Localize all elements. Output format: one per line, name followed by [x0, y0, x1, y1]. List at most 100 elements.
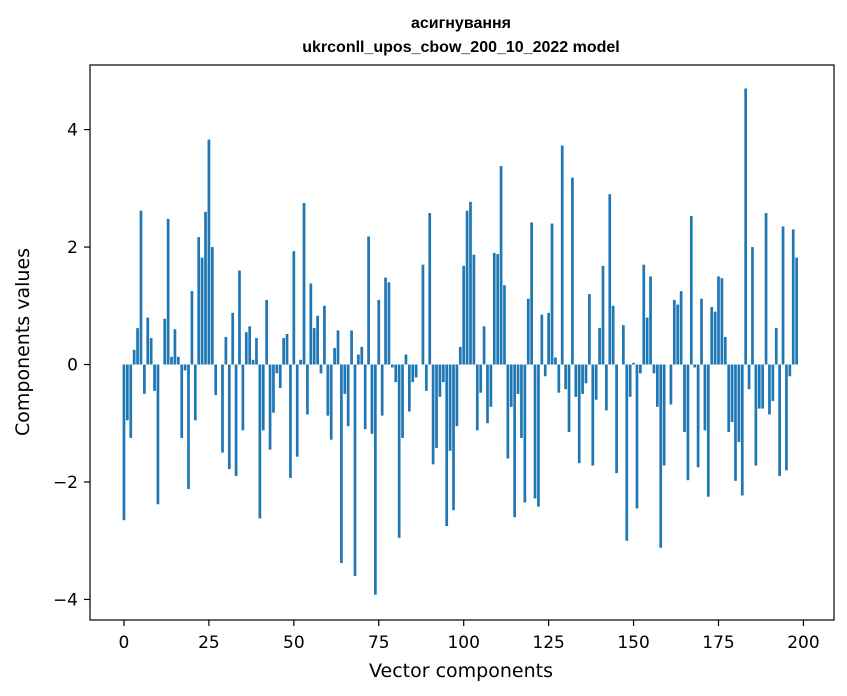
bar-33 [234, 364, 238, 477]
y-axis-label: Components values [12, 248, 34, 436]
bar-171 [703, 364, 707, 431]
bar-21 [193, 364, 197, 421]
bar-174 [713, 311, 717, 365]
bar-167 [689, 215, 693, 365]
bar-98 [455, 364, 459, 427]
bar-61 [329, 364, 333, 440]
bar-159 [662, 364, 666, 466]
bar-126 [550, 223, 554, 365]
bar-179 [730, 364, 734, 423]
bar-27 [214, 364, 218, 396]
bar-91 [431, 364, 435, 465]
bar-155 [649, 276, 652, 365]
bar-187 [757, 364, 761, 409]
bar-143 [608, 194, 612, 365]
bar-101 [465, 210, 469, 365]
bar-152 [639, 364, 642, 374]
bar-72 [367, 236, 370, 365]
bar-63 [336, 330, 340, 365]
bar-8 [149, 338, 153, 365]
bar-86 [414, 364, 418, 378]
bar-9 [153, 364, 156, 391]
bar-26 [210, 247, 214, 365]
x-tick-label: 125 [532, 633, 564, 653]
bar-170 [700, 298, 703, 365]
bar-184 [747, 364, 751, 390]
bar-50 [292, 251, 296, 365]
bar-3 [132, 349, 136, 365]
y-tick-label: 2 [67, 238, 78, 258]
bar-14 [170, 356, 173, 365]
bar-42 [265, 299, 269, 365]
bar-54 [306, 364, 309, 415]
bar-194 [781, 226, 785, 365]
bar-165 [683, 364, 686, 433]
bar-47 [282, 338, 285, 365]
bar-156 [652, 364, 656, 374]
bar-109 [492, 252, 496, 365]
x-tick-label: 150 [617, 633, 649, 653]
bar-55 [309, 283, 313, 365]
bar-110 [496, 254, 500, 365]
bar-162 [672, 299, 676, 365]
bar-188 [761, 364, 765, 409]
bar-102 [469, 201, 472, 365]
x-axis-label: Vector components [369, 660, 553, 682]
bar-76 [380, 364, 384, 416]
bar-7 [146, 317, 150, 365]
bar-116 [516, 364, 520, 394]
bar-196 [788, 364, 792, 377]
bar-85 [411, 364, 415, 383]
bar-75 [377, 299, 381, 365]
bar-20 [190, 291, 194, 365]
bar-49 [289, 364, 292, 478]
bar-124 [543, 364, 547, 377]
bar-64 [340, 364, 343, 564]
bar-78 [387, 282, 391, 365]
bar-117 [520, 364, 523, 438]
bar-90 [428, 213, 432, 365]
bar-139 [594, 364, 598, 400]
bar-191 [771, 364, 775, 401]
bar-134 [577, 364, 581, 464]
bar-190 [768, 364, 771, 415]
bar-176 [720, 278, 724, 365]
bar-120 [530, 222, 533, 365]
bar-6 [143, 364, 146, 394]
bar-138 [591, 364, 595, 466]
bar-34 [238, 270, 241, 365]
bar-157 [655, 364, 659, 407]
bar-60 [326, 364, 330, 416]
bar-149 [628, 364, 632, 397]
bar-30 [224, 336, 228, 365]
bar-4 [136, 328, 139, 365]
x-tick-label: 0 [119, 633, 130, 653]
bar-115 [513, 364, 517, 518]
bar-1 [126, 364, 129, 421]
y-tick-label: −2 [53, 473, 78, 493]
bar-105 [479, 364, 483, 393]
bar-141 [601, 265, 605, 365]
bar-46 [278, 364, 282, 389]
bar-128 [557, 364, 561, 393]
bar-23 [200, 257, 204, 365]
bar-197 [791, 229, 795, 365]
bar-52 [299, 359, 302, 365]
bar-140 [598, 328, 601, 365]
bar-130 [564, 364, 567, 390]
bar-15 [173, 329, 177, 365]
bar-113 [506, 364, 510, 459]
bar-121 [533, 364, 537, 499]
bar-168 [693, 364, 697, 368]
bar-119 [526, 298, 530, 365]
bar-48 [285, 333, 289, 365]
bar-147 [622, 325, 625, 365]
bar-112 [503, 285, 506, 365]
bar-95 [445, 364, 449, 527]
bar-185 [751, 247, 754, 365]
bar-108 [489, 364, 493, 407]
bar-186 [754, 364, 758, 466]
bar-82 [401, 364, 404, 438]
bar-175 [717, 276, 720, 365]
